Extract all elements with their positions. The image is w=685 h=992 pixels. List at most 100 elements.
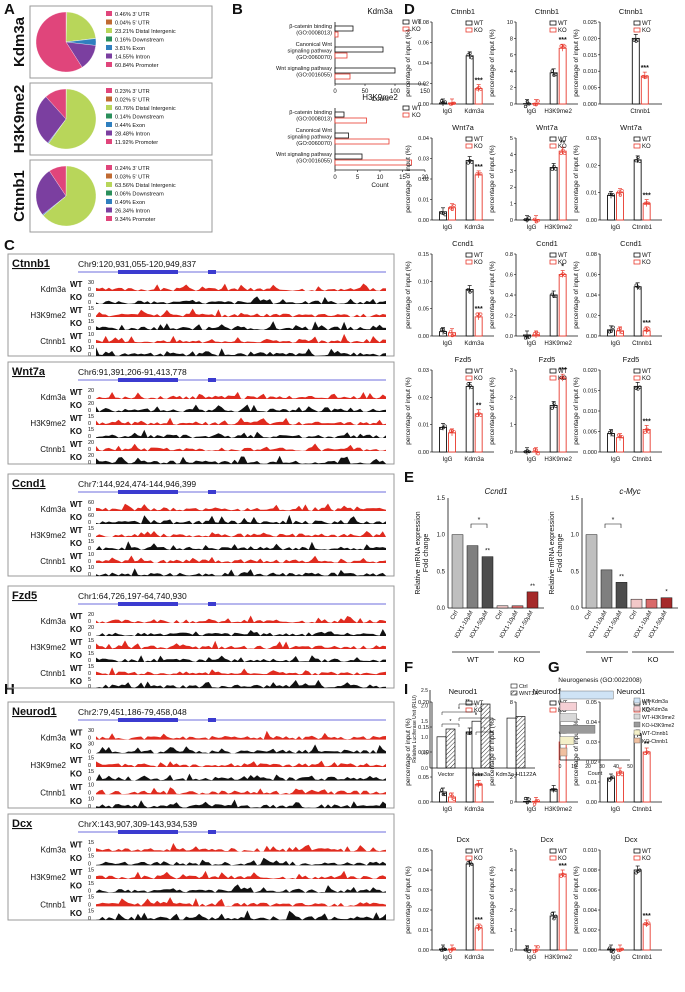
track-signal (96, 744, 386, 754)
f-bracket (458, 703, 477, 707)
chip-tick-label: 0.00 (418, 334, 429, 340)
track-coord: Chr1:64,726,197-64,740,930 (78, 591, 187, 601)
go-bar-wt (334, 153, 363, 160)
chip-tick-label: 0.05 (418, 307, 429, 313)
track-row-label: KO (70, 401, 82, 410)
pie-legend-swatch (106, 216, 112, 221)
track-signal (96, 897, 386, 907)
track-group-label: H3K9me2 (30, 761, 66, 770)
chip-tick-label: 0.008 (583, 868, 597, 874)
track-row-label: WT (70, 388, 83, 397)
chip-point (523, 218, 528, 222)
track-scale-max: 15 (88, 867, 94, 873)
chip-legend-wt-label: WT (642, 21, 652, 27)
go-bar-wt (334, 132, 349, 139)
chip-point (443, 330, 447, 335)
chip-category-label: Kdm3a (464, 456, 484, 463)
track-scale-max: 15 (88, 769, 94, 775)
chip-title: Dcx (457, 835, 470, 844)
chip-ylabel: percentage of input (%) (405, 866, 412, 934)
g-tick-label: 50 (627, 764, 633, 770)
pie-legend-swatch (106, 165, 112, 170)
track-row-label: KO (70, 345, 82, 354)
chip-bar-wt (549, 72, 558, 105)
chip-point (479, 413, 483, 417)
chip-legend-wt (465, 368, 473, 374)
pie-legend-text: 0.14% Downstream (115, 115, 164, 121)
e-bar (496, 605, 509, 609)
chip-point (525, 801, 529, 805)
chip-point (527, 450, 531, 454)
chip-legend-ko (633, 143, 641, 149)
go-legend-wt-label: WT (412, 20, 422, 26)
chip-point (618, 948, 622, 952)
chip-point (477, 85, 481, 89)
chip-bar-wt (607, 194, 615, 221)
chip-point (468, 158, 472, 163)
e-bar (511, 605, 524, 609)
pie-box (29, 82, 213, 156)
go-term-label: (GO:0016055) (296, 159, 332, 165)
chip-point (439, 99, 444, 103)
track-group-label: Kdm3a (41, 505, 67, 514)
chip-tick-label: 2 (510, 775, 513, 781)
chip-tick-label: 0.01 (586, 780, 597, 786)
chip-ylabel: percentage of input (%) (405, 377, 412, 445)
chip-point (536, 99, 540, 103)
chip-ylabel: percentage of input (%) (405, 261, 412, 329)
chip-point (647, 201, 651, 205)
chip-significance: *** (559, 37, 567, 44)
track-row-label: WT (70, 664, 83, 673)
pie-slice (65, 11, 96, 43)
chip-tick-label: 0.04 (418, 868, 429, 874)
chip-point (527, 335, 531, 339)
go-bar-wt (334, 111, 345, 118)
chip-point (450, 429, 454, 433)
track-scale-max: 15 (88, 638, 94, 644)
chip-point (616, 190, 621, 194)
chip-tick-label: 5 (510, 136, 513, 142)
chip-category-label: Kdm3a (464, 954, 484, 961)
track-row-label: WT (70, 526, 83, 535)
g-legend-swatch (633, 721, 641, 728)
go-legend-ko-label: KO (412, 27, 421, 33)
track-signal (96, 679, 386, 688)
pie-legend-swatch (106, 139, 112, 144)
go-term-label: Wnt signaling pathway (276, 66, 332, 72)
f-bar-wnt (445, 728, 456, 769)
chip-point (532, 102, 537, 106)
chip-ylabel: percentage of input (%) (489, 145, 496, 213)
track-signal (96, 667, 386, 675)
chip-tick-label: 0.000 (583, 948, 597, 954)
chip-point (645, 201, 649, 205)
g-title: Neurogenesis (GO:0022008) (558, 677, 641, 684)
track-scale-max: 15 (88, 908, 94, 914)
chip-ylabel: percentage of input (%) (405, 29, 412, 97)
chip-legend-ko (549, 27, 557, 33)
track-row-label: KO (70, 651, 82, 660)
chip-point (561, 148, 565, 152)
chip-tick-label: 0.03 (418, 888, 429, 894)
chip-tick-label: 0.03 (418, 368, 429, 374)
chip-bar-ko (616, 771, 624, 803)
panel-label-C: C (4, 237, 15, 254)
chip-bar-ko (558, 47, 567, 105)
pie-legend-swatch (106, 199, 112, 204)
f-tick-label: 0.0 (421, 766, 428, 772)
e-tick-label: 1.0 (571, 533, 580, 539)
chip-point (554, 914, 558, 918)
track-gene-name: Dcx (12, 818, 33, 830)
f-bracket-star: * (483, 727, 486, 733)
chip-bar-wt (549, 405, 558, 453)
go-bar-ko (334, 31, 339, 38)
track-row-label: KO (70, 453, 82, 462)
go-term-label: β-catenin binding (289, 24, 332, 30)
chip-category-label: H3K9me2 (544, 224, 572, 231)
chip-title: Neurod1 (617, 687, 646, 696)
track-signal (96, 429, 386, 438)
chip-bar-wt (549, 915, 558, 951)
chip-ylabel: percentage of input (%) (405, 145, 412, 213)
track-scale-zero: 0 (88, 916, 91, 922)
chip-tick-label: 0.010 (583, 409, 597, 415)
chip-tick-label: 5 (510, 848, 513, 854)
